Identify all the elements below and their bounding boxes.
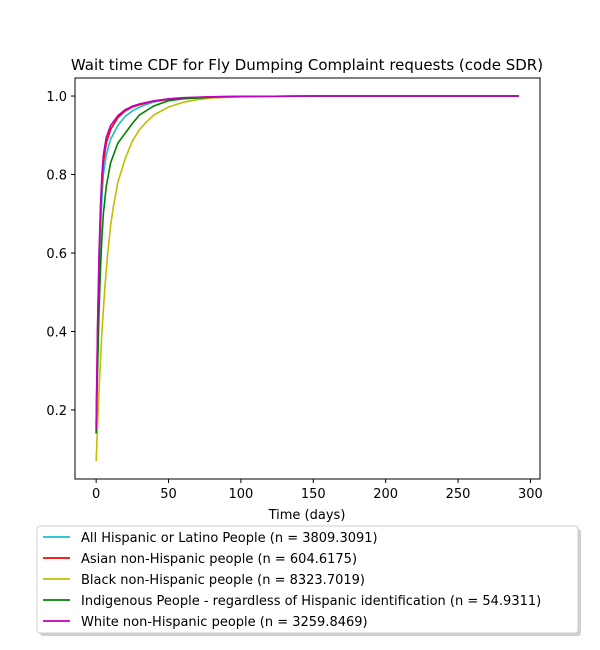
- x-axis-label: Time (days): [268, 508, 346, 523]
- legend-label: Indigenous People - regardless of Hispan…: [81, 594, 541, 609]
- x-tick-label: 200: [373, 487, 398, 502]
- x-tick-label: 300: [518, 487, 543, 502]
- legend: All Hispanic or Latino People (n = 3809.…: [36, 525, 581, 636]
- x-tick-label: 50: [160, 487, 177, 502]
- y-tick-label: 0.6: [46, 247, 67, 262]
- legend-label: Asian non-Hispanic people (n = 604.6175): [81, 552, 357, 567]
- x-tick-label: 250: [446, 487, 471, 502]
- x-axis: 0 50 100 150 200 250 300: [92, 479, 543, 502]
- y-tick-label: 0.8: [46, 169, 67, 184]
- series-line-4: [95, 95, 519, 430]
- series-line-1: [95, 95, 519, 426]
- series-line-2: [95, 95, 519, 461]
- series-line-0: [95, 95, 519, 434]
- y-tick-label: 1.0: [46, 90, 67, 105]
- plot-area: [95, 95, 519, 461]
- x-tick-label: 150: [301, 487, 326, 502]
- series-line-3: [95, 95, 519, 434]
- legend-label: Black non-Hispanic people (n = 8323.7019…: [81, 573, 365, 588]
- chart-title: Wait time CDF for Fly Dumping Complaint …: [71, 56, 543, 74]
- legend-label: White non-Hispanic people (n = 3259.8469…: [81, 615, 368, 630]
- y-tick-label: 0.2: [46, 404, 67, 419]
- plot-frame: [74, 77, 541, 480]
- x-tick-label: 0: [92, 487, 100, 502]
- x-tick-label: 100: [228, 487, 253, 502]
- legend-frame: [36, 525, 579, 634]
- legend-label: All Hispanic or Latino People (n = 3809.…: [81, 531, 378, 546]
- y-tick-label: 0.4: [46, 325, 67, 340]
- legend-items: All Hispanic or Latino People (n = 3809.…: [43, 531, 541, 630]
- y-axis: 0.2 0.4 0.6 0.8 1.0: [46, 90, 75, 419]
